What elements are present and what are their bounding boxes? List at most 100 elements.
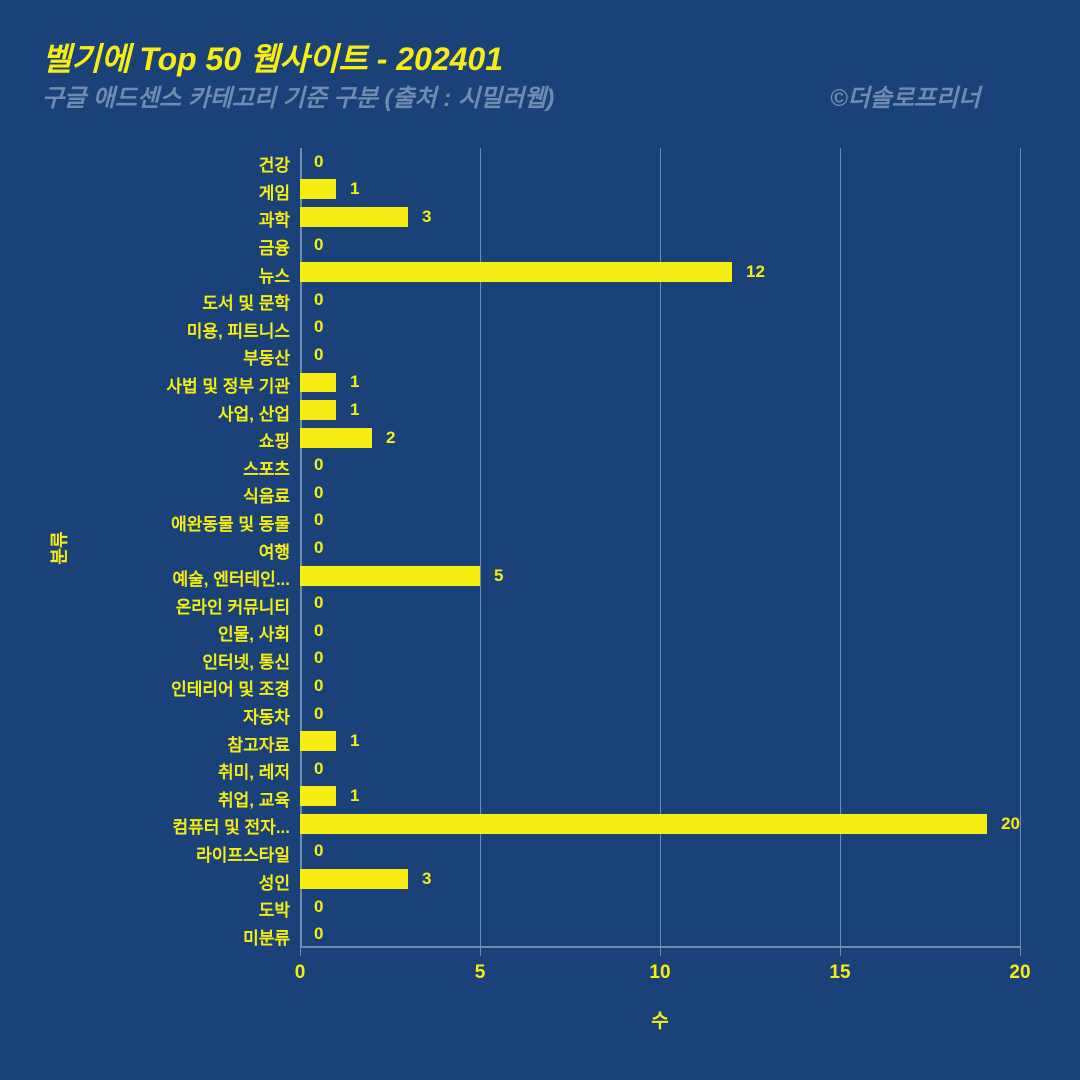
x-tick-mark — [1020, 948, 1021, 956]
y-tick-label: 쇼핑 — [80, 427, 290, 452]
y-tick-label: 취업, 교육 — [80, 786, 290, 811]
bar — [300, 207, 408, 227]
y-tick-label: 사법 및 정부 기관 — [80, 372, 290, 397]
bar-row: 0 — [300, 455, 1020, 475]
bar-value-label: 1 — [350, 786, 359, 806]
y-tick-label: 뉴스 — [80, 262, 290, 287]
bar-value-label: 2 — [386, 428, 395, 448]
x-tick-mark — [840, 948, 841, 956]
bar-value-label: 20 — [1001, 814, 1020, 834]
bar — [300, 373, 336, 393]
bar-value-label: 1 — [350, 400, 359, 420]
bar — [300, 786, 336, 806]
bar-value-label: 0 — [314, 841, 323, 861]
bar-value-label: 0 — [314, 455, 323, 475]
bar-value-label: 0 — [314, 593, 323, 613]
y-tick-label: 부동산 — [80, 344, 290, 369]
bar-value-label: 12 — [746, 262, 765, 282]
y-tick-label: 미용, 피트니스 — [80, 317, 290, 342]
x-tick-mark — [480, 948, 481, 956]
bar-row: 5 — [300, 566, 1020, 586]
chart-title: 벨기에 Top 50 웹사이트 - 202401 — [42, 34, 503, 80]
bar-row: 0 — [300, 897, 1020, 917]
bar-row: 0 — [300, 483, 1020, 503]
y-axis-title: 분류 — [46, 531, 72, 564]
bar — [300, 814, 987, 834]
bar-row: 0 — [300, 676, 1020, 696]
bar-row: 0 — [300, 842, 1020, 862]
bar-value-label: 3 — [422, 207, 431, 227]
y-tick-label: 인테리어 및 조경 — [80, 675, 290, 700]
x-tick-label: 0 — [295, 962, 306, 984]
bar-row: 20 — [300, 814, 1020, 834]
x-tick-label: 10 — [649, 962, 670, 984]
bar-value-label: 0 — [314, 924, 323, 944]
y-tick-label: 취미, 레저 — [80, 758, 290, 783]
y-tick-label: 사업, 산업 — [80, 400, 290, 425]
bar — [300, 869, 408, 889]
bar-row: 3 — [300, 869, 1020, 889]
bar-row: 1 — [300, 400, 1020, 420]
chart-credit: ©더솔로프리너 — [830, 78, 980, 113]
y-tick-label: 금융 — [80, 234, 290, 259]
bar — [300, 731, 336, 751]
y-tick-label: 애완동물 및 동물 — [80, 510, 290, 535]
y-tick-label: 라이프스타일 — [80, 841, 290, 866]
chart-subtitle: 구글 애드센스 카테고리 기준 구분 (출처 : 시밀러웹) — [42, 78, 554, 113]
bar-row: 0 — [300, 924, 1020, 944]
bar-row: 0 — [300, 317, 1020, 337]
bar-row: 0 — [300, 621, 1020, 641]
bar-row: 1 — [300, 731, 1020, 751]
bar-row: 0 — [300, 152, 1020, 172]
bar — [300, 400, 336, 420]
bar-row: 0 — [300, 345, 1020, 365]
bar-value-label: 3 — [422, 869, 431, 889]
bar-value-label: 0 — [314, 510, 323, 530]
bar-row: 1 — [300, 786, 1020, 806]
bar — [300, 179, 336, 199]
bar-row: 0 — [300, 235, 1020, 255]
bar — [300, 262, 732, 282]
y-tick-label: 온라인 커뮤니티 — [80, 593, 290, 618]
bar-value-label: 5 — [494, 566, 503, 586]
y-tick-label: 미분류 — [80, 924, 290, 949]
bar-value-label: 0 — [314, 704, 323, 724]
bar-value-label: 0 — [314, 759, 323, 779]
y-tick-label: 인물, 사회 — [80, 620, 290, 645]
y-tick-label: 과학 — [80, 206, 290, 231]
bar-row: 2 — [300, 428, 1020, 448]
y-tick-label: 예술, 엔터테인... — [80, 565, 290, 590]
bar-value-label: 1 — [350, 372, 359, 392]
bar-value-label: 0 — [314, 290, 323, 310]
bar-value-label: 0 — [314, 483, 323, 503]
bar-value-label: 0 — [314, 621, 323, 641]
y-tick-label: 자동차 — [80, 703, 290, 728]
bar-row: 1 — [300, 373, 1020, 393]
gridline — [1020, 148, 1021, 948]
bar-row: 0 — [300, 759, 1020, 779]
bar — [300, 566, 480, 586]
bar-value-label: 0 — [314, 676, 323, 696]
bar-value-label: 0 — [314, 317, 323, 337]
y-tick-label: 여행 — [80, 538, 290, 563]
bar-value-label: 0 — [314, 897, 323, 917]
chart-root: 벨기에 Top 50 웹사이트 - 202401 구글 애드센스 카테고리 기준… — [0, 0, 1080, 1080]
bar-value-label: 0 — [314, 538, 323, 558]
bar-row: 0 — [300, 593, 1020, 613]
y-tick-label: 게임 — [80, 179, 290, 204]
bar-value-label: 1 — [350, 179, 359, 199]
bar-row: 0 — [300, 290, 1020, 310]
bar-value-label: 0 — [314, 345, 323, 365]
x-tick-label: 5 — [475, 962, 486, 984]
y-tick-label: 참고자료 — [80, 731, 290, 756]
bar-value-label: 0 — [314, 648, 323, 668]
bar-row: 0 — [300, 704, 1020, 724]
y-tick-label: 건강 — [80, 151, 290, 176]
y-tick-label: 컴퓨터 및 전자... — [80, 813, 290, 838]
bar-value-label: 1 — [350, 731, 359, 751]
y-tick-label: 도박 — [80, 896, 290, 921]
y-tick-label: 스포츠 — [80, 455, 290, 480]
bar-row: 0 — [300, 510, 1020, 530]
bar-value-label: 0 — [314, 235, 323, 255]
x-axis-title: 수 — [651, 1006, 668, 1033]
